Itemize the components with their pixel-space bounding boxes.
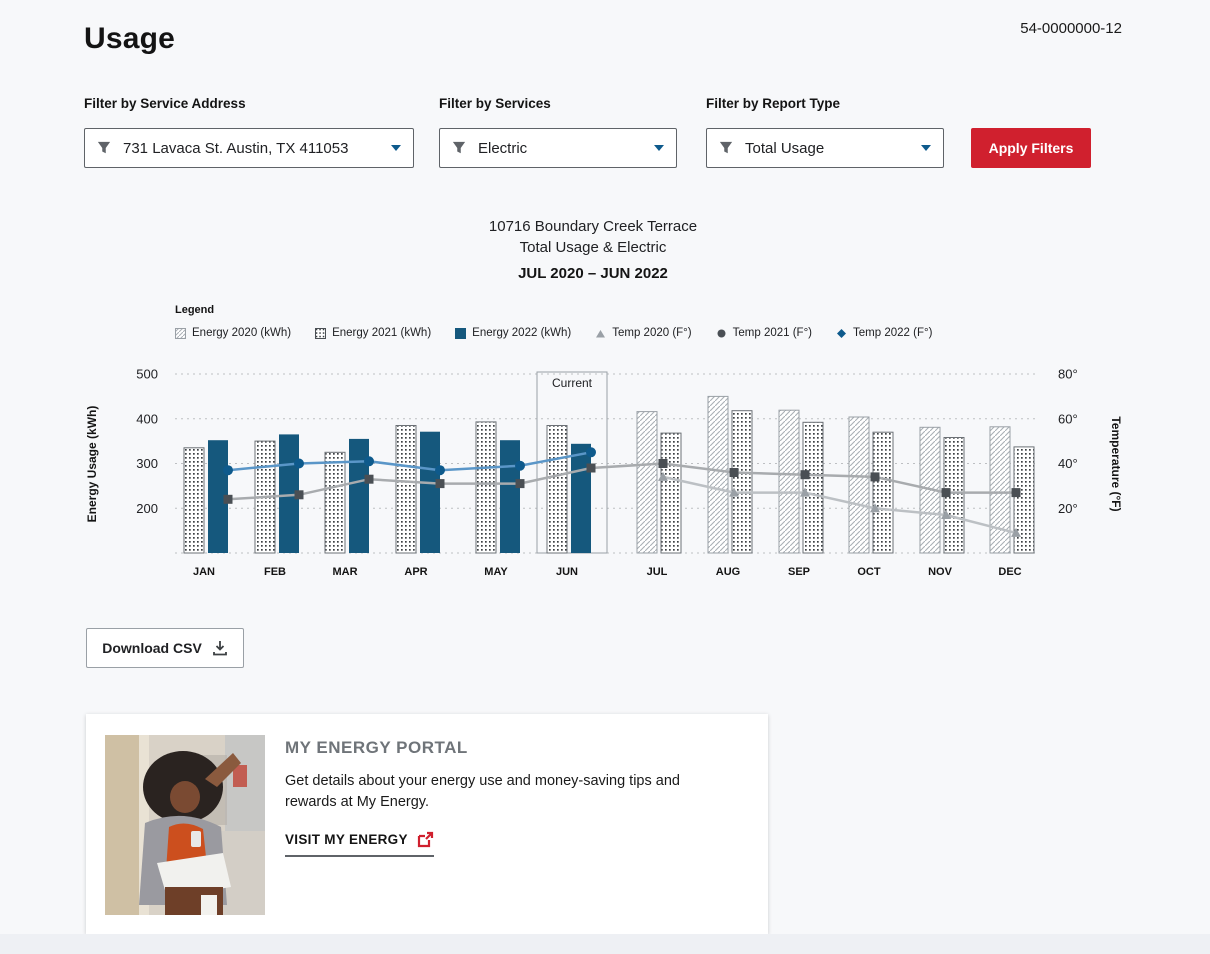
visit-my-energy-link[interactable]: VISIT MY ENERGY xyxy=(285,831,434,857)
account-number: 54-0000000-12 xyxy=(1020,20,1122,37)
right-axis-tick: 20° xyxy=(1058,501,1078,516)
download-csv-button[interactable]: Download CSV xyxy=(86,628,244,668)
bar-2021-sep xyxy=(802,421,824,554)
chart-title-block: 10716 Boundary Creek Terrace Total Usage… xyxy=(80,216,1106,282)
bar-2021-jul xyxy=(660,432,682,554)
left-axis-tick: 200 xyxy=(136,501,158,516)
bar-2021-oct xyxy=(872,431,894,554)
filter-funnel-icon xyxy=(97,141,111,154)
download-icon xyxy=(212,641,227,656)
month-label: SEP xyxy=(788,566,810,578)
left-axis-tick: 500 xyxy=(136,367,158,382)
chevron-down-icon xyxy=(654,145,664,151)
page-bottom-band xyxy=(0,934,1210,954)
bar-2022-jan xyxy=(208,440,228,553)
bar-2020-aug xyxy=(707,395,729,554)
right-axis-tick: 60° xyxy=(1058,411,1078,426)
chart-title-subtitle: Total Usage & Electric xyxy=(519,239,667,256)
chart-date-range: JUL 2020 – JUN 2022 xyxy=(518,265,668,282)
month-label: JAN xyxy=(193,566,215,578)
my-energy-portal-card: MY ENERGY PORTAL Get details about your … xyxy=(86,714,768,934)
promo-photo xyxy=(105,735,265,915)
bar-2021-jun xyxy=(546,425,568,554)
month-label: OCT xyxy=(857,566,881,578)
report-type-value: Total Usage xyxy=(745,139,825,157)
download-csv-label: Download CSV xyxy=(102,640,202,656)
line-2021 xyxy=(227,462,1016,501)
month-label: AUG xyxy=(716,566,740,578)
right-axis-label: Temperature (°F) xyxy=(1109,416,1123,511)
svg-text:Current: Current xyxy=(552,376,593,390)
bar-2021-may xyxy=(475,421,497,554)
promo-heading: MY ENERGY PORTAL xyxy=(285,738,468,757)
bar-2020-dec xyxy=(989,426,1011,554)
services-value: Electric xyxy=(478,139,528,157)
services-dropdown[interactable]: Electric xyxy=(439,128,677,168)
page-title: Usage xyxy=(84,22,176,55)
month-label: FEB xyxy=(264,566,286,578)
visit-my-energy-label: VISIT MY ENERGY xyxy=(285,832,408,847)
legend-heading: Legend xyxy=(175,304,215,316)
bar-2021-jan xyxy=(183,447,205,554)
service-address-value: 731 Lavaca St. Austin, TX 411053 xyxy=(123,139,349,157)
service-address-dropdown[interactable]: 731 Lavaca St. Austin, TX 411053 xyxy=(84,128,414,168)
bar-2022-may xyxy=(500,440,520,553)
chart-title-address: 10716 Boundary Creek Terrace xyxy=(488,218,698,235)
month-label: NOV xyxy=(928,566,953,578)
external-link-icon xyxy=(417,831,433,848)
bar-2021-aug xyxy=(731,410,753,554)
legend-item: Temp 2021 (F°) xyxy=(716,327,812,339)
bar-2022-mar xyxy=(349,438,369,553)
bar-2020-sep xyxy=(778,409,800,554)
right-axis-tick: 40° xyxy=(1058,456,1078,471)
promo-body: Get details about your energy use and mo… xyxy=(285,773,680,811)
bar-2021-mar xyxy=(324,451,346,554)
right-axis-tick: 80° xyxy=(1058,367,1078,382)
legend-item: Temp 2020 (F°) xyxy=(595,327,692,339)
report-type-filter-label: Filter by Report Type xyxy=(706,96,841,111)
bar-2022-apr xyxy=(420,431,440,553)
chart-legend: Energy 2020 (kWh) Energy 2021 (kWh) Energy… xyxy=(175,327,932,339)
legend-item: Temp 2022 (F°) xyxy=(836,327,932,339)
services-filter-label: Filter by Services xyxy=(439,96,551,111)
line-2022 xyxy=(227,451,592,472)
bar-2021-apr xyxy=(395,425,417,554)
bar-2022-jun xyxy=(571,443,591,553)
bar-2021-dec xyxy=(1013,446,1035,554)
legend-item: Energy 2021 (kWh) xyxy=(315,327,431,339)
month-label: JUN xyxy=(556,566,578,578)
legend-item: Energy 2022 (kWh) xyxy=(455,327,571,339)
left-axis-label: Energy Usage (kWh) xyxy=(85,406,99,523)
bar-2020-oct xyxy=(848,416,870,554)
apply-filters-button[interactable]: Apply Filters xyxy=(971,128,1091,168)
left-axis-tick: 400 xyxy=(136,411,158,426)
legend-item: Energy 2020 (kWh) xyxy=(175,327,291,339)
month-label: MAY xyxy=(484,566,508,578)
month-label: JUL xyxy=(647,566,668,578)
chevron-down-icon xyxy=(921,145,931,151)
month-label: MAR xyxy=(332,566,357,578)
report-type-dropdown[interactable]: Total Usage xyxy=(706,128,944,168)
usage-chart: 500 80° 400 60° 300 40° 200 20° Energy Usage (kW… xyxy=(80,356,1130,591)
service-address-filter-label: Filter by Service Address xyxy=(84,96,246,111)
filter-funnel-icon xyxy=(452,141,466,154)
month-label: DEC xyxy=(998,566,1021,578)
month-label: APR xyxy=(404,566,427,578)
bar-2020-jul xyxy=(636,411,658,554)
chevron-down-icon xyxy=(391,145,401,151)
left-axis-tick: 300 xyxy=(136,456,158,471)
line-2020 xyxy=(662,475,1017,535)
filter-funnel-icon xyxy=(719,141,733,154)
